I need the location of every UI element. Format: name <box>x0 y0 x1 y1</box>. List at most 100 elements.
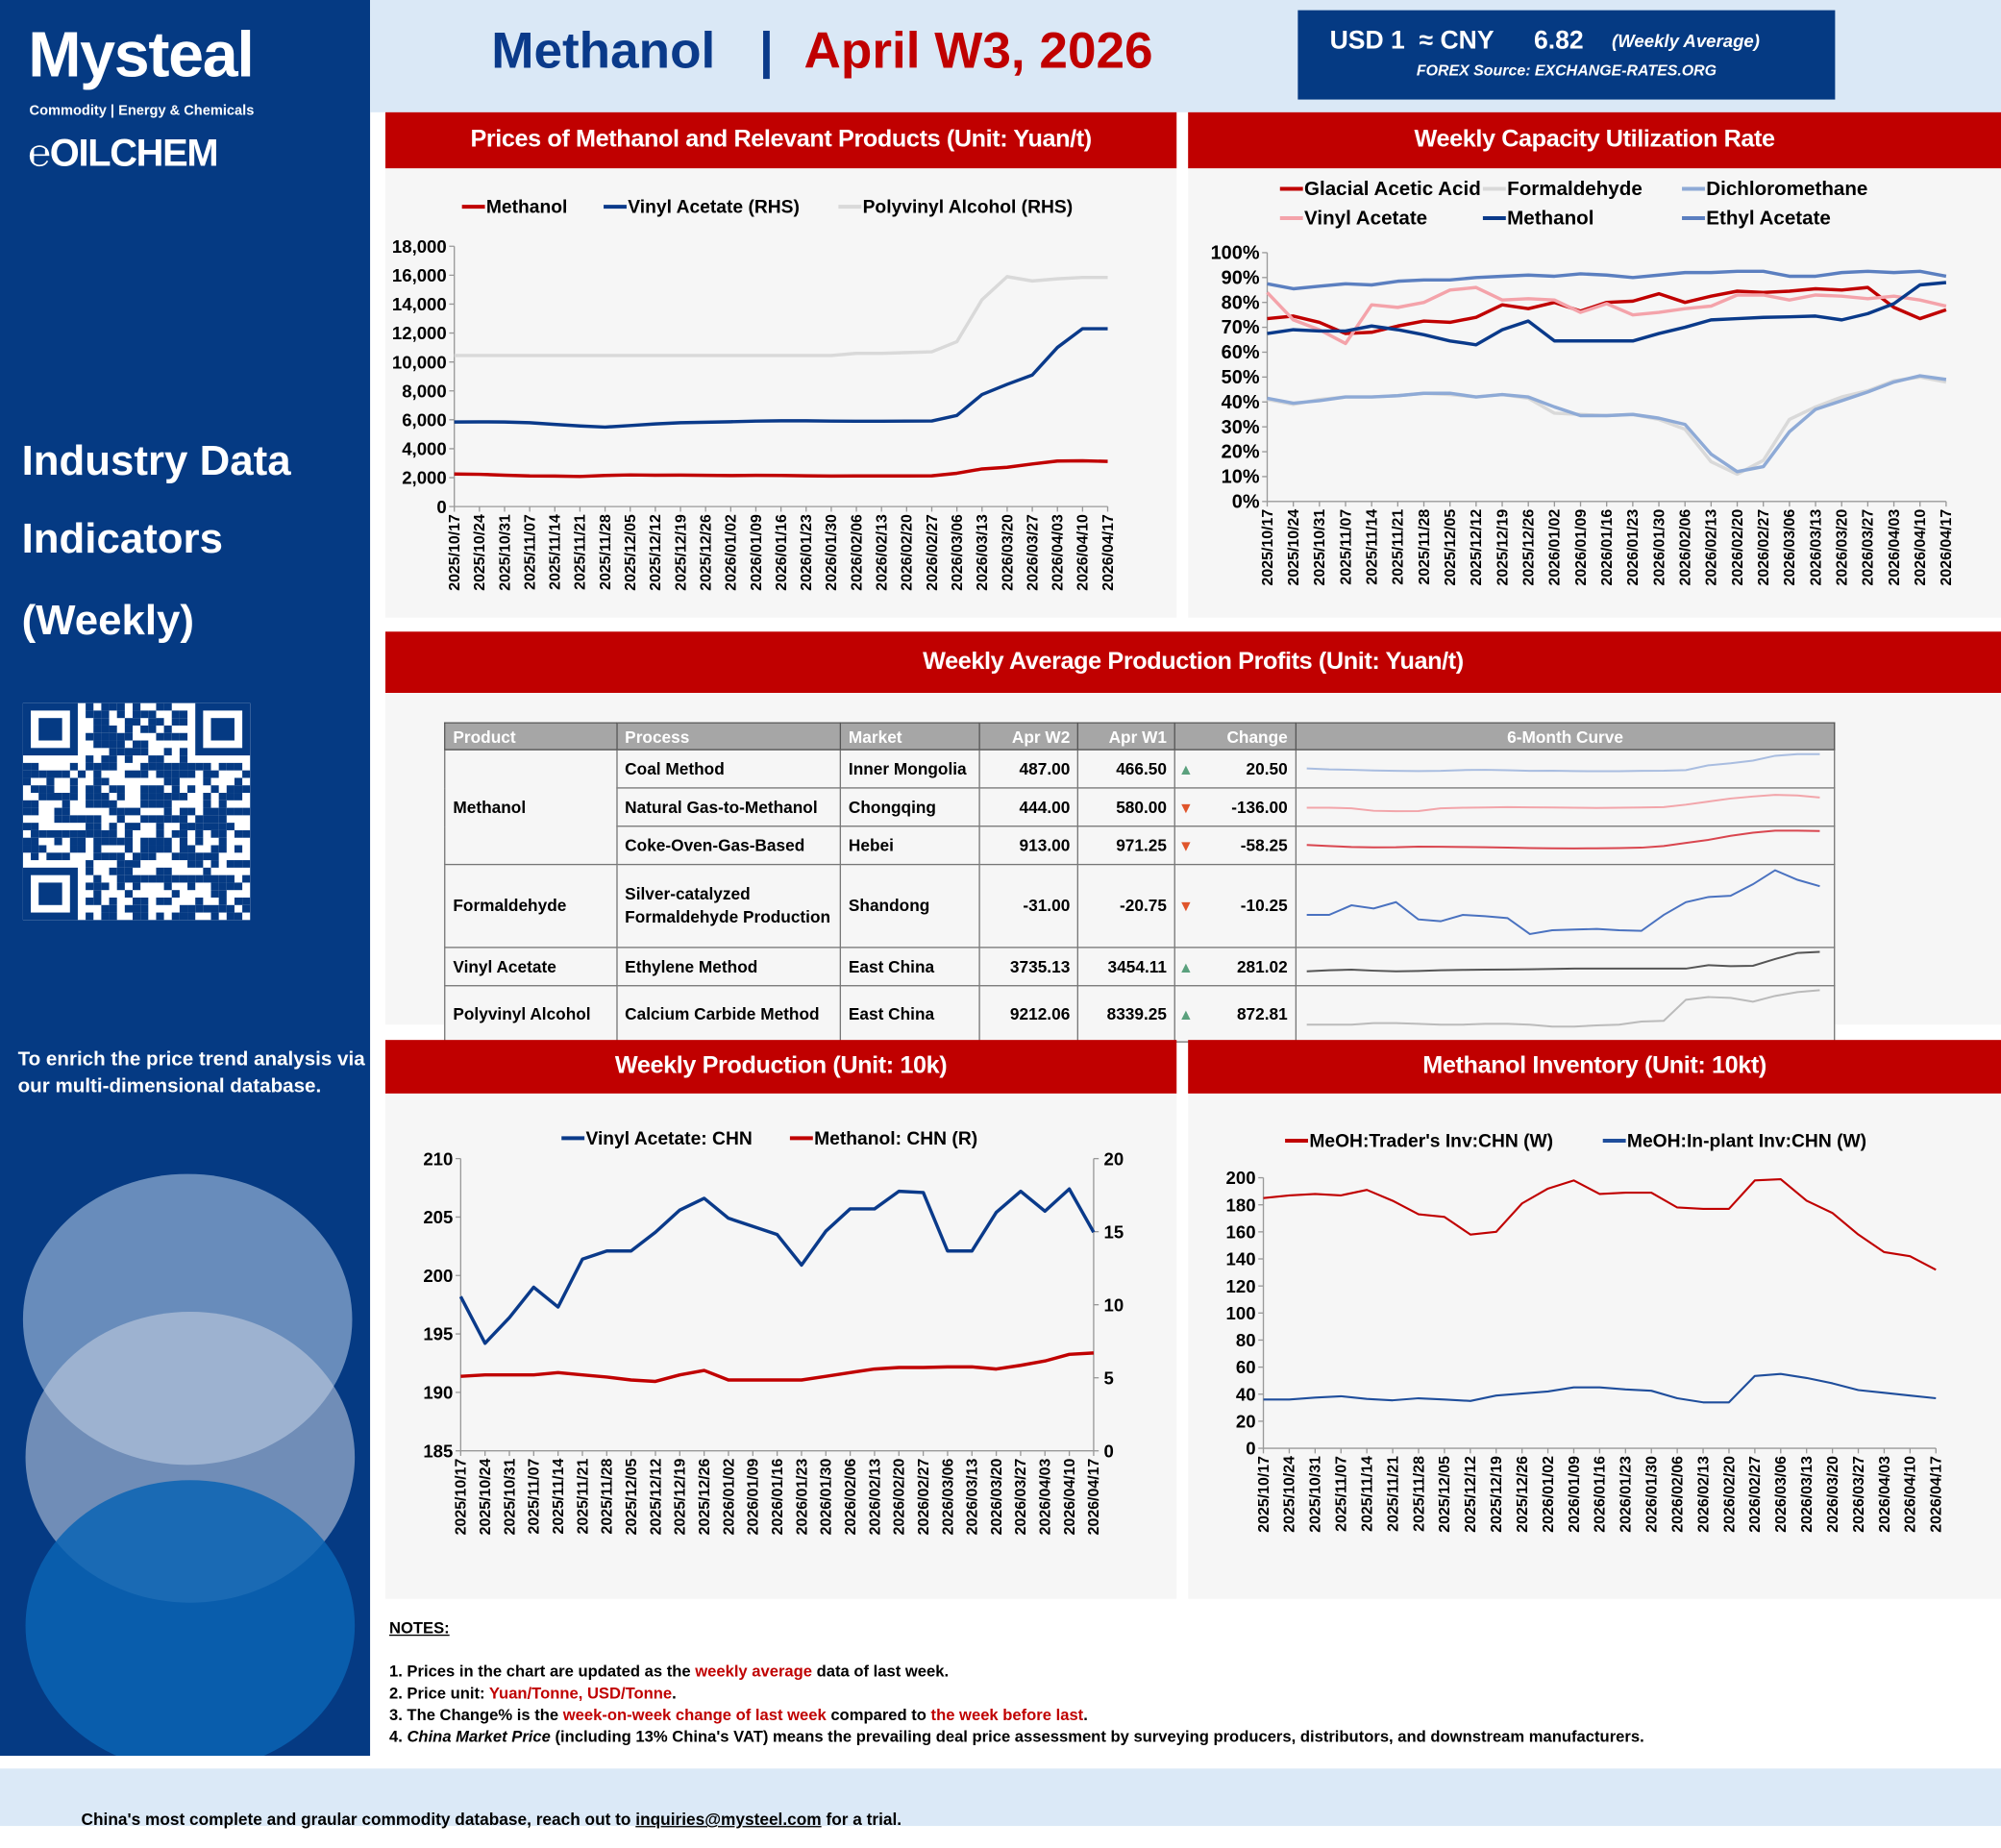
production-chart-panel: 185 190 195 200 205 210 0 5 10 15 20 2025/10/17 2025… <box>384 1093 1177 1599</box>
oilchem-e-icon: ℮ <box>28 133 51 175</box>
col-change: Change <box>1173 722 1297 751</box>
y2-tick-label: 20 <box>1104 1148 1124 1169</box>
footer-text: China's most complete and graular commod… <box>81 1809 636 1829</box>
period-title: April W3, 2026 <box>803 22 1153 80</box>
down-arrow-icon: ▼ <box>1177 836 1194 854</box>
cell-apr-w1: 466.50 <box>1077 749 1176 789</box>
footer-text: for a trial. <box>821 1809 902 1829</box>
y-tick-label: 50% <box>1222 367 1260 388</box>
qr-code[interactable] <box>22 702 251 921</box>
series-line-0 <box>454 458 1108 479</box>
table-row: Methanol Coal Method Inner Mongolia 487.0… <box>444 749 1836 866</box>
x-tick-label: 2026/04/10 <box>1062 1459 1078 1536</box>
x-tick-label: 2026/04/03 <box>1038 1459 1054 1536</box>
cell-change: ▲ 872.81 <box>1173 985 1297 1043</box>
x-tick-label: 2026/01/09 <box>1567 1456 1583 1533</box>
x-tick-label: 2026/01/02 <box>724 514 740 591</box>
profits-table: Product Process Market Apr W2 Apr W1 Cha… <box>444 722 1836 1043</box>
x-tick-label: 2025/10/24 <box>1282 1456 1298 1533</box>
x-tick-label: 2026/02/13 <box>875 514 891 591</box>
y-tick-label: 0 <box>436 497 446 517</box>
cell-curve <box>1295 787 1836 827</box>
legend-label: Methanol <box>486 198 567 218</box>
y2-tick-label: 15 <box>1104 1221 1124 1242</box>
y2-tick-label: 5 <box>1104 1368 1114 1388</box>
x-tick-label: 2026/02/13 <box>1695 1456 1712 1533</box>
legend-label: Vinyl Acetate <box>1304 208 1427 230</box>
y2-tick-label: 10 <box>1104 1294 1124 1315</box>
cell-change: ▼ -10.25 <box>1173 863 1297 949</box>
legend-label: Polyvinyl Alcohol (RHS) <box>863 198 1074 218</box>
cell-market: Shandong <box>839 863 980 949</box>
x-tick-label: 2026/03/06 <box>1782 509 1798 586</box>
y-tick-label: 40 <box>1236 1384 1256 1404</box>
x-tick-label: 2026/03/13 <box>1808 509 1824 586</box>
cell-market: Inner Mongolia <box>839 749 980 789</box>
table-row: Vinyl Acetate Ethylene Method East China … <box>444 947 1836 987</box>
y-tick-label: 160 <box>1226 1221 1256 1242</box>
x-tick-label: 2026/04/03 <box>1050 514 1067 591</box>
x-tick-label: 2026/01/23 <box>799 514 815 591</box>
cell-change: ▲ 281.02 <box>1173 947 1297 987</box>
col-process: Process <box>615 722 841 751</box>
sidebar-title-line: (Weekly) <box>21 596 194 644</box>
table-row: Formaldehyde Silver-catalyzed Formaldehyd… <box>444 863 1836 949</box>
x-tick-label: 2025/10/24 <box>1286 509 1302 586</box>
page-header: Methanol | April W3, 2026 USD 1 ≈ CNY 6.… <box>370 0 2001 112</box>
note-text: weekly average <box>695 1663 813 1681</box>
x-tick-label: 2026/02/20 <box>892 1459 908 1536</box>
x-tick-label: 2026/04/03 <box>1887 509 1903 586</box>
y-tick-label: 60% <box>1222 342 1260 363</box>
table-row: Natural Gas-to-Methanol Chongqing 444.00… <box>445 787 1836 827</box>
note-item: 2. Price unit: Yuan/Tonne, USD/Tonne. <box>389 1683 1644 1705</box>
cell-curve <box>1295 825 1836 866</box>
x-tick-label: 2026/03/27 <box>1013 1459 1029 1536</box>
x-tick-label: 2025/11/07 <box>522 514 538 590</box>
series-line-2 <box>454 275 1108 357</box>
x-tick-label: 2026/03/27 <box>1851 1456 1867 1533</box>
x-tick-label: 2026/02/27 <box>1756 509 1772 586</box>
profits-panel-title: Weekly Average Production Profits (Unit:… <box>384 631 2001 693</box>
series-line-1 <box>454 327 1108 430</box>
x-tick-label: 2025/12/26 <box>1521 509 1538 586</box>
y-tick-label: 12,000 <box>392 323 447 343</box>
x-tick-label: 2026/01/30 <box>824 514 840 591</box>
y-tick-label: 100% <box>1211 243 1260 264</box>
x-tick-label: 2026/02/20 <box>1721 1456 1738 1533</box>
mysteel-logo: Mysteal <box>28 18 255 91</box>
note-text: . <box>672 1684 677 1703</box>
series-line-3 <box>1266 285 1947 346</box>
x-tick-label: 2025/12/19 <box>673 514 689 591</box>
sparkline-line <box>1306 950 1820 973</box>
up-arrow-icon: ▲ <box>1177 957 1194 976</box>
legend-label: Glacial Acetic Acid <box>1304 178 1481 200</box>
fx-rate: 6.82 <box>1534 26 1584 56</box>
x-tick-label: 2025/11/28 <box>1411 1456 1427 1532</box>
y-tick-label: 195 <box>423 1324 453 1344</box>
cell-apr-w2: 487.00 <box>977 749 1079 789</box>
x-tick-label: 2026/03/13 <box>965 1459 981 1536</box>
x-tick-label: 2026/04/17 <box>1100 514 1117 591</box>
x-tick-label: 2026/02/27 <box>925 514 941 591</box>
oilchem-logo: ℮OILCHEM <box>28 133 218 175</box>
sparkline <box>1306 869 1820 936</box>
note-text: 1. Prices in the chart are updated as th… <box>388 1663 696 1681</box>
contact-email-link[interactable]: inquiries@mysteel.com <box>635 1809 822 1829</box>
x-tick-label: 2026/01/23 <box>794 1459 810 1536</box>
col-apr-w2: Apr W2 <box>977 722 1079 751</box>
y2-tick-label: 0 <box>1104 1441 1114 1461</box>
x-tick-label: 2025/11/07 <box>1338 509 1354 585</box>
cell-apr-w1: -20.75 <box>1077 863 1176 949</box>
x-tick-label: 2025/12/12 <box>1463 1456 1479 1533</box>
x-tick-label: 2026/02/20 <box>900 514 916 591</box>
y-tick-label: 100 <box>1226 1303 1256 1323</box>
up-arrow-icon: ▲ <box>1177 1004 1194 1023</box>
sparkline <box>1306 794 1820 813</box>
x-tick-label: 2026/01/02 <box>1547 509 1564 586</box>
series-line-5 <box>1267 269 1947 291</box>
x-tick-label: 2026/01/02 <box>1541 1456 1557 1533</box>
x-tick-label: 2026/01/23 <box>1625 509 1642 586</box>
y-tick-label: 16,000 <box>392 265 447 285</box>
cell-change: ▲ 20.50 <box>1173 749 1297 789</box>
cell-process: Calcium Carbide Method <box>615 985 841 1043</box>
